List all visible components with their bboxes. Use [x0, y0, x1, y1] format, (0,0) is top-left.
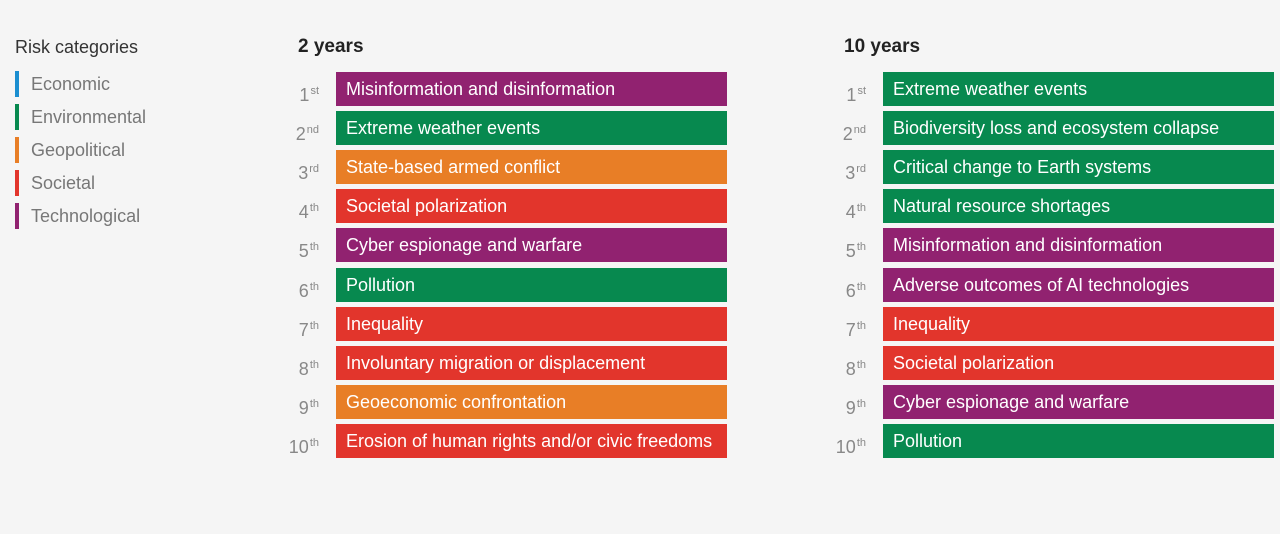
- rank: 3rd: [826, 150, 866, 184]
- rank-number: 9: [298, 397, 309, 418]
- risk-bar: Pollution: [883, 423, 1274, 458]
- rank: 9th: [279, 385, 319, 419]
- risk-bar: Misinformation and disinformation: [883, 228, 1274, 263]
- rank: 5th: [826, 228, 866, 262]
- rank-suffix: th: [309, 241, 319, 254]
- risk-bar: Involuntary migration or displacement: [336, 345, 727, 380]
- risk-bar: Critical change to Earth systems: [883, 150, 1274, 185]
- rank: 9th: [826, 385, 866, 419]
- rank-number: 2: [295, 124, 306, 145]
- risk-bar: Societal polarization: [336, 189, 727, 224]
- rank: 4th: [279, 189, 319, 223]
- rank-suffix: th: [309, 319, 319, 332]
- rank-suffix: th: [856, 358, 866, 371]
- risk-bar: State-based armed conflict: [336, 150, 727, 185]
- rank-number: 7: [845, 319, 856, 340]
- risk-bar: Extreme weather events: [883, 72, 1274, 106]
- risk-bar: Biodiversity loss and ecosystem collapse: [883, 111, 1274, 146]
- risk-bar: Cyber espionage and warfare: [336, 228, 727, 263]
- rank-number: 6: [298, 280, 309, 301]
- rank-suffix: rd: [856, 163, 866, 176]
- risk-bar: Natural resource shortages: [883, 189, 1274, 224]
- rank: 6th: [826, 268, 866, 302]
- rank-number: 9: [845, 397, 856, 418]
- risk-bar: Pollution: [336, 267, 727, 302]
- rank: 8th: [279, 346, 319, 380]
- rank: 5th: [279, 228, 319, 262]
- legend-item: Environmental: [15, 104, 146, 130]
- rank: 6th: [279, 268, 319, 302]
- risk-bar: Extreme weather events: [336, 111, 727, 146]
- rank: 4th: [826, 189, 866, 223]
- risk-bar: Misinformation and disinformation: [336, 72, 727, 106]
- rank-number: 1: [846, 85, 857, 105]
- rank-suffix: th: [309, 280, 319, 293]
- rank-number: 3: [298, 163, 309, 184]
- rank-number: 1: [299, 85, 310, 105]
- rank-suffix: nd: [306, 124, 319, 137]
- rank: 7th: [279, 307, 319, 341]
- rank-suffix: th: [309, 397, 319, 410]
- rank-number: 7: [298, 319, 309, 340]
- risk-bar: Inequality: [336, 306, 727, 341]
- rank-number: 3: [845, 163, 856, 184]
- rank-number: 10: [288, 436, 309, 457]
- legend-item: Societal: [15, 170, 95, 196]
- rank-suffix: th: [856, 202, 866, 215]
- rank-suffix: st: [310, 85, 319, 97]
- rank-suffix: th: [309, 436, 319, 449]
- column-title: 10 years: [844, 36, 921, 57]
- rank-number: 6: [845, 280, 856, 301]
- rank-number: 8: [298, 358, 309, 379]
- rank-suffix: th: [309, 358, 319, 371]
- rank-number: 4: [845, 202, 856, 223]
- rank-suffix: th: [856, 241, 866, 254]
- rank-suffix: th: [856, 319, 866, 332]
- rank: 10th: [279, 424, 319, 458]
- column-title: 2 years: [298, 36, 364, 57]
- rank-number: 2: [842, 124, 853, 145]
- rank: 1st: [279, 72, 319, 106]
- legend-item: Geopolitical: [15, 137, 125, 163]
- risk-bar: Geoeconomic confrontation: [336, 384, 727, 419]
- rank: 3rd: [279, 150, 319, 184]
- rank: 2nd: [826, 111, 866, 145]
- rank: 1st: [826, 72, 866, 106]
- rank-suffix: th: [856, 397, 866, 410]
- rank: 2nd: [279, 111, 319, 145]
- rank: 8th: [826, 346, 866, 380]
- legend-item: Economic: [15, 71, 110, 97]
- rank-suffix: th: [856, 436, 866, 449]
- rank-number: 5: [298, 241, 309, 262]
- rank-suffix: th: [309, 202, 319, 215]
- risk-bar: Inequality: [883, 306, 1274, 341]
- risk-bar: Erosion of human rights and/or civic fre…: [336, 423, 727, 458]
- rank-suffix: rd: [309, 163, 319, 176]
- rank: 7th: [826, 307, 866, 341]
- legend-title: Risk categories: [15, 37, 139, 57]
- rank: 10th: [826, 424, 866, 458]
- rank-suffix: nd: [853, 124, 866, 137]
- risk-bar: Cyber espionage and warfare: [883, 384, 1274, 419]
- rank-number: 4: [298, 202, 309, 223]
- legend-item: Technological: [15, 203, 140, 229]
- rank-suffix: st: [857, 85, 866, 97]
- rank-number: 5: [845, 241, 856, 262]
- risk-bar: Societal polarization: [883, 345, 1274, 380]
- rank-number: 10: [835, 436, 856, 457]
- rank-suffix: th: [856, 280, 866, 293]
- rank-number: 8: [845, 358, 856, 379]
- risk-bar: Adverse outcomes of AI technologies: [883, 267, 1274, 302]
